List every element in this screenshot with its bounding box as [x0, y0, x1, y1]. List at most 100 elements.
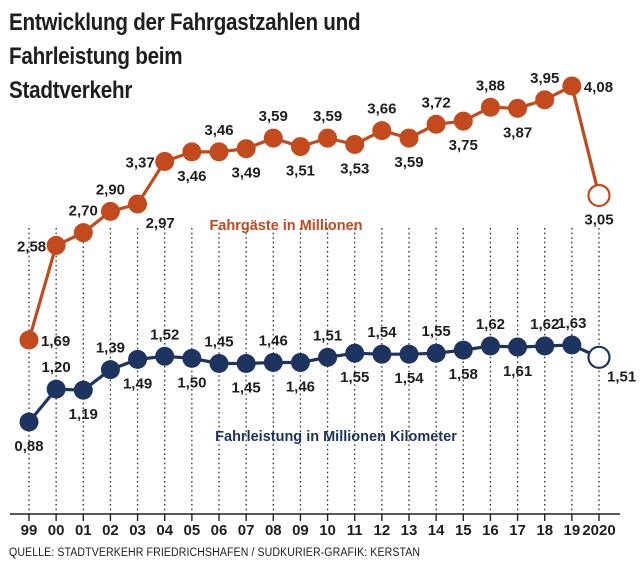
passengers-data-label-03: 2,97 — [146, 215, 175, 232]
mileage-data-label-00: 1,20 — [42, 359, 71, 376]
passengers-data-label-19: 4,08 — [584, 79, 613, 96]
mileage-data-label-14: 1,55 — [422, 323, 451, 340]
mileage-data-label-03: 1,49 — [123, 375, 152, 392]
passengers-data-label-17: 3,87 — [503, 124, 532, 141]
passengers-point-15 — [453, 111, 473, 131]
passengers-point-04 — [155, 151, 175, 171]
passengers-data-label-16: 3,88 — [476, 77, 505, 94]
x-tick-label-07: 07 — [238, 522, 255, 539]
mileage-point-00 — [46, 379, 66, 399]
passengers-data-label-01: 2,70 — [69, 203, 98, 220]
chart-title-line-1: Entwicklung der Fahrgastzahlen und — [9, 9, 361, 36]
mileage-point-16 — [480, 336, 500, 356]
mileage-point-2020 — [587, 345, 611, 369]
mileage-point-03 — [128, 349, 148, 369]
x-tick-label-15: 15 — [455, 522, 472, 539]
x-tick-label-19: 19 — [564, 522, 581, 539]
chart-title-line-3: Stadtverkehr — [9, 77, 133, 104]
series-line-mileage — [27, 343, 600, 424]
legend-mileage: Fahrleistung in Millionen Kilometer — [215, 429, 457, 445]
mileage-point-15 — [453, 340, 473, 360]
x-tick-label-16: 16 — [482, 522, 499, 539]
passengers-point-01 — [73, 223, 93, 243]
chart-title-line-2: Fahrleistung beim — [9, 43, 183, 70]
mileage-data-label-16: 1,62 — [476, 316, 505, 333]
mileage-point-08 — [263, 352, 283, 372]
passengers-data-label-18: 3,95 — [530, 70, 559, 87]
passengers-data-label-00: 2,58 — [17, 238, 46, 255]
mileage-data-label-15: 1,58 — [449, 366, 478, 383]
series-line-passengers — [27, 84, 601, 341]
chart-title: Entwicklung der Fahrgastzahlen und Fahrl… — [9, 6, 370, 108]
passengers-point-07 — [236, 139, 256, 159]
passengers-data-label-10: 3,59 — [313, 108, 342, 125]
mileage-data-label-11: 1,55 — [340, 369, 369, 386]
mileage-point-01 — [73, 380, 93, 400]
passengers-point-13 — [399, 128, 419, 148]
passengers-data-label-09: 3,51 — [286, 163, 315, 180]
x-tick-label-02: 02 — [102, 522, 119, 539]
passengers-data-label-99: 1,69 — [41, 333, 70, 350]
passengers-point-11 — [345, 134, 365, 154]
passengers-point-18 — [535, 90, 555, 110]
mileage-data-label-13: 1,54 — [394, 370, 424, 387]
mileage-data-label-06: 1,45 — [204, 333, 233, 350]
passengers-point-12 — [372, 121, 392, 141]
passengers-point-19 — [562, 76, 582, 96]
passengers-point-06 — [209, 142, 229, 162]
passengers-point-02 — [100, 201, 120, 221]
passengers-point-2020 — [587, 183, 611, 208]
x-tick-label-04: 04 — [156, 522, 173, 539]
x-tick-label-06: 06 — [211, 522, 228, 539]
passengers-point-08 — [263, 128, 283, 148]
x-tick-label-18: 18 — [536, 522, 553, 539]
mileage-point-06 — [209, 353, 229, 373]
x-tick-label-01: 01 — [75, 522, 92, 539]
mileage-data-label-02: 1,39 — [96, 340, 125, 357]
mileage-point-04 — [155, 346, 175, 366]
mileage-data-label-17: 1,61 — [503, 363, 532, 380]
x-tick-label-17: 17 — [509, 522, 526, 539]
x-tick-label-10: 10 — [319, 522, 336, 539]
mileage-point-09 — [290, 352, 310, 372]
mileage-point-05 — [182, 348, 202, 368]
mileage-data-label-07: 1,45 — [232, 379, 261, 396]
mileage-data-label-10: 1,51 — [313, 327, 342, 344]
mileage-point-18 — [535, 336, 555, 356]
passengers-point-00 — [46, 235, 66, 255]
mileage-data-label-19: 1,63 — [557, 315, 586, 332]
passengers-point-03 — [128, 194, 148, 214]
passengers-data-label-11: 3,53 — [340, 160, 369, 177]
mileage-data-label-01: 1,19 — [69, 406, 98, 423]
mileage-point-02 — [100, 360, 120, 380]
x-tick-label-05: 05 — [184, 522, 201, 539]
passengers-data-label-02: 2,90 — [96, 181, 125, 198]
x-tick-label-11: 11 — [347, 522, 363, 539]
passengers-data-label-13: 3,59 — [394, 154, 423, 171]
x-tick-label-2020: 2020 — [582, 522, 615, 539]
mileage-point-07 — [236, 353, 256, 373]
x-tick-label-99: 99 — [21, 522, 38, 539]
mileage-data-label-08: 1,46 — [259, 332, 288, 349]
passengers-data-label-14: 3,72 — [422, 94, 451, 111]
legend-passengers: Fahrgäste in Millionen — [209, 218, 362, 234]
mileage-data-label-09: 1,46 — [286, 378, 315, 395]
mileage-data-label-99: 0,88 — [14, 438, 43, 455]
x-tick-label-00: 00 — [48, 522, 65, 539]
mileage-point-12 — [372, 344, 392, 364]
x-tick-label-09: 09 — [292, 522, 309, 539]
passengers-data-label-15: 3,75 — [449, 137, 478, 154]
mileage-data-label-05: 1,50 — [177, 374, 206, 391]
mileage-point-14 — [426, 343, 446, 363]
passengers-point-14 — [426, 114, 446, 134]
x-tick-label-12: 12 — [374, 522, 391, 539]
passengers-data-label-08: 3,59 — [259, 108, 288, 125]
mileage-point-13 — [399, 344, 419, 364]
x-tick-label-03: 03 — [129, 522, 146, 539]
source-note: QUELLE: STADTVERKEHR FRIEDRICHSHAFEN / S… — [9, 547, 421, 559]
x-tick-label-08: 08 — [265, 522, 282, 539]
passengers-point-09 — [290, 137, 310, 157]
mileage-point-10 — [318, 347, 338, 367]
mileage-data-label-04: 1,52 — [150, 326, 179, 343]
mileage-point-11 — [345, 343, 365, 363]
